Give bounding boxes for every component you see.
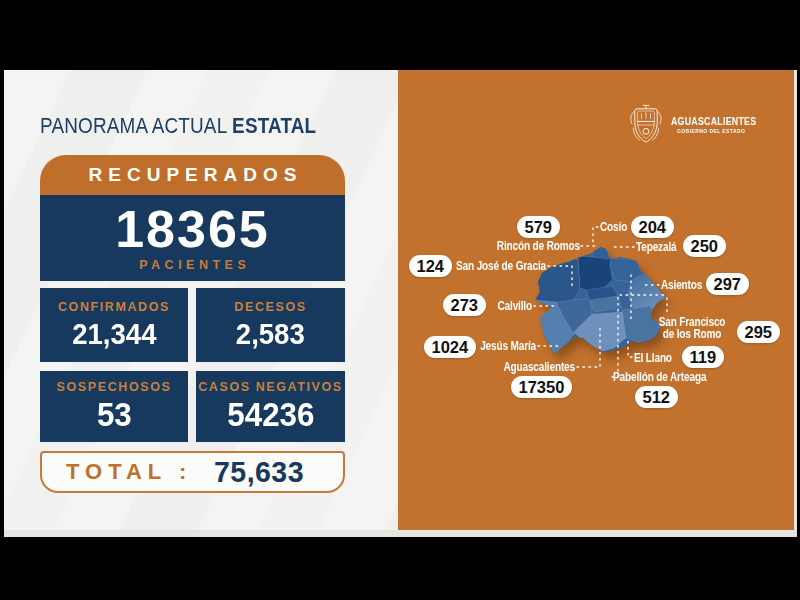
recovered-count: 18365: [115, 204, 270, 254]
confirmed-label: CONFIRMADOS: [58, 300, 170, 314]
pill-aguascalientes: 17350: [511, 376, 572, 398]
pill-tepezala: 250: [683, 235, 726, 257]
label-rincon-de-romos: Rincón de Romos: [478, 239, 580, 253]
recovered-card-header: RECUPERADOS: [40, 155, 345, 195]
label-pabellon-de-arteaga: Pabellón de Arteaga: [613, 370, 706, 384]
pill-san-jose-de-gracia: 124: [409, 255, 452, 277]
pill-san-francisco-de-los-romo: 295: [737, 321, 780, 343]
label-jesus-maria: Jesús María: [467, 339, 536, 353]
content-frame: PANORAMA ACTUAL ESTATAL RECUPERADOS 1836…: [4, 70, 797, 537]
page-title: PANORAMA ACTUAL ESTATAL: [40, 114, 316, 139]
page-title-regular: PANORAMA ACTUAL: [40, 114, 227, 138]
confirmed-value: 21,344: [72, 318, 156, 351]
label-tepezala: Tepezalá: [636, 240, 676, 254]
negative-value: 54236: [227, 396, 314, 434]
total-label: TOTAL :: [66, 459, 192, 485]
page-title-bold: ESTATAL: [232, 114, 316, 138]
pill-pabellon-de-arteaga: 512: [635, 386, 678, 408]
stats-panel: PANORAMA ACTUAL ESTATAL RECUPERADOS 1836…: [4, 70, 398, 530]
deaths-label: DECESOS: [234, 300, 306, 314]
label-san-jose-de-gracia: San José de Gracia: [444, 259, 546, 273]
total-box: TOTAL : 75,633: [40, 451, 345, 493]
deaths-card: DECESOS 2,583: [196, 288, 345, 362]
pill-el-llano: 119: [682, 346, 724, 368]
label-aguascalientes: Aguascalientes: [489, 360, 575, 374]
pill-rincon-de-romos: 579: [517, 216, 560, 238]
recovered-unit: PACIENTES: [135, 258, 251, 272]
recovered-card-body: 18365 PACIENTES: [40, 195, 345, 281]
total-value: 75,633: [214, 455, 304, 489]
pill-cosio: 204: [631, 216, 674, 238]
label-cosio: Cosío: [600, 220, 627, 234]
deaths-value: 2,583: [236, 318, 305, 351]
negative-card: CASOS NEGATIVOS 54236: [196, 371, 345, 442]
recovered-card: RECUPERADOS 18365 PACIENTES: [40, 155, 345, 281]
suspected-label: SOSPECHOSOS: [57, 380, 172, 394]
suspected-card: SOSPECHOSOS 53: [40, 371, 188, 442]
confirmed-card: CONFIRMADOS 21,344: [40, 288, 188, 362]
suspected-value: 53: [97, 396, 132, 434]
pill-calvillo: 273: [443, 294, 486, 316]
negative-label: CASOS NEGATIVOS: [198, 380, 343, 394]
label-el-llano: El Llano: [634, 351, 672, 365]
label-asientos: Asientos: [661, 278, 702, 292]
map-panel: AGUASCALIENTES GOBIERNO DEL ESTADO: [398, 70, 794, 530]
label-san-francisco-de-los-romo: San Francisco de los Romo: [652, 317, 733, 340]
pill-asientos: 297: [706, 273, 749, 295]
pill-jesus-maria: 1024: [424, 336, 476, 358]
